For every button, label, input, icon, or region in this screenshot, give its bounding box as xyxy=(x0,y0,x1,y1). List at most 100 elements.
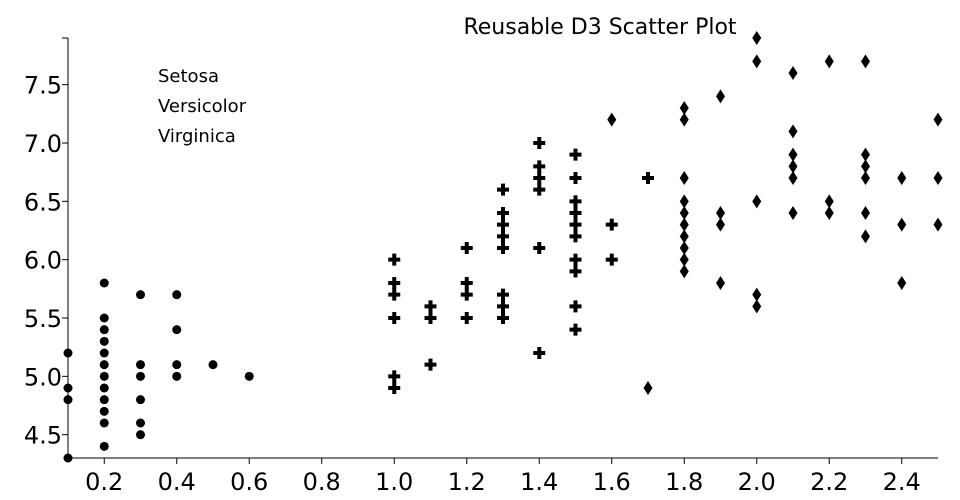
point-setosa xyxy=(208,360,218,370)
point-versicolor xyxy=(569,300,582,313)
point-versicolor xyxy=(497,207,509,219)
point-virginica xyxy=(607,112,617,127)
point-setosa xyxy=(244,371,254,381)
point-setosa xyxy=(136,430,145,440)
legend-label-versicolor: Versicolor xyxy=(158,96,247,117)
point-virginica xyxy=(824,194,834,209)
point-setosa xyxy=(99,395,109,405)
point-setosa xyxy=(136,290,145,300)
x-tick-label: 0.6 xyxy=(230,468,268,496)
point-setosa xyxy=(172,290,182,300)
point-virginica xyxy=(716,276,725,290)
point-versicolor xyxy=(497,288,509,301)
point-versicolor xyxy=(388,288,401,301)
point-setosa xyxy=(63,395,73,405)
x-tick-label: 2.0 xyxy=(738,468,776,496)
y-tick-label: 7.5 xyxy=(24,72,62,100)
point-virginica xyxy=(716,217,725,232)
point-virginica xyxy=(788,124,798,139)
x-tick-label: 0.4 xyxy=(158,468,196,496)
point-virginica xyxy=(716,206,725,220)
point-virginica xyxy=(679,101,689,115)
point-virginica xyxy=(752,31,762,45)
point-setosa xyxy=(99,325,109,335)
y-tick-label: 7.0 xyxy=(24,130,62,158)
point-versicolor xyxy=(533,183,546,196)
point-versicolor xyxy=(533,172,546,184)
point-virginica xyxy=(861,229,870,244)
point-setosa xyxy=(136,360,145,370)
y-tick-label: 5.5 xyxy=(24,305,62,333)
point-versicolor xyxy=(460,312,473,324)
point-versicolor xyxy=(460,277,473,289)
point-virginica xyxy=(752,194,762,209)
point-versicolor xyxy=(388,382,401,394)
point-versicolor xyxy=(424,312,437,324)
point-versicolor xyxy=(605,253,618,266)
x-tick-label: 0.8 xyxy=(303,468,341,496)
legend-label-virginica: Virginica xyxy=(158,126,236,147)
point-versicolor xyxy=(569,218,582,231)
y-tick-label: 6.5 xyxy=(24,188,62,216)
point-versicolor xyxy=(569,323,582,336)
point-virginica xyxy=(861,171,870,185)
point-setosa xyxy=(63,348,73,358)
point-virginica xyxy=(897,171,907,185)
point-virginica xyxy=(679,252,689,267)
point-setosa xyxy=(99,360,109,370)
point-virginica xyxy=(788,206,798,220)
point-virginica xyxy=(679,241,689,255)
point-virginica xyxy=(788,66,798,80)
point-virginica xyxy=(933,171,943,185)
point-versicolor xyxy=(388,370,401,383)
point-versicolor xyxy=(569,207,582,219)
point-versicolor xyxy=(497,218,509,231)
point-setosa xyxy=(172,360,182,370)
point-setosa xyxy=(99,383,109,393)
point-versicolor xyxy=(533,137,546,149)
chart-title: Reusable D3 Scatter Plot xyxy=(463,15,736,40)
point-setosa xyxy=(99,371,109,381)
point-virginica xyxy=(679,194,689,209)
point-virginica xyxy=(679,217,689,232)
point-virginica xyxy=(824,206,834,220)
point-versicolor xyxy=(569,148,582,161)
point-virginica xyxy=(861,159,870,174)
point-setosa xyxy=(99,278,109,288)
point-versicolor xyxy=(533,347,546,359)
x-tick-label: 1.8 xyxy=(665,468,703,496)
point-virginica xyxy=(933,112,943,127)
point-virginica xyxy=(643,381,653,395)
point-versicolor xyxy=(569,230,582,243)
x-tick-label: 0.2 xyxy=(85,468,123,496)
point-virginica xyxy=(679,171,689,185)
point-virginica xyxy=(716,89,725,104)
axes: 4.5 5.0 5.5 6.0 6.5 7.0 7.5 0.2 0.4 0.6 0.8 1.0 1.2 1… xyxy=(24,37,938,496)
point-versicolor xyxy=(569,253,582,266)
point-virginica xyxy=(679,112,689,127)
point-virginica xyxy=(861,147,870,162)
point-virginica xyxy=(752,299,762,314)
point-versicolor xyxy=(569,172,582,184)
point-versicolor xyxy=(605,218,618,231)
point-setosa xyxy=(99,313,109,323)
point-virginica xyxy=(752,54,762,69)
point-virginica xyxy=(861,54,870,69)
x-tick-label: 1.0 xyxy=(375,468,413,496)
point-virginica xyxy=(788,159,798,174)
data-marks xyxy=(63,31,943,463)
point-virginica xyxy=(679,229,689,244)
point-versicolor xyxy=(388,253,401,266)
point-versicolor xyxy=(569,265,582,278)
point-virginica xyxy=(897,217,907,232)
point-versicolor xyxy=(388,312,401,324)
legend-label-setosa: Setosa xyxy=(158,66,219,87)
x-tick-label: 1.6 xyxy=(593,468,631,496)
point-virginica xyxy=(752,287,762,302)
point-setosa xyxy=(63,453,73,463)
x-tick-label: 2.2 xyxy=(810,468,848,496)
point-setosa xyxy=(99,441,109,451)
point-setosa xyxy=(172,325,182,335)
point-versicolor xyxy=(497,300,509,313)
